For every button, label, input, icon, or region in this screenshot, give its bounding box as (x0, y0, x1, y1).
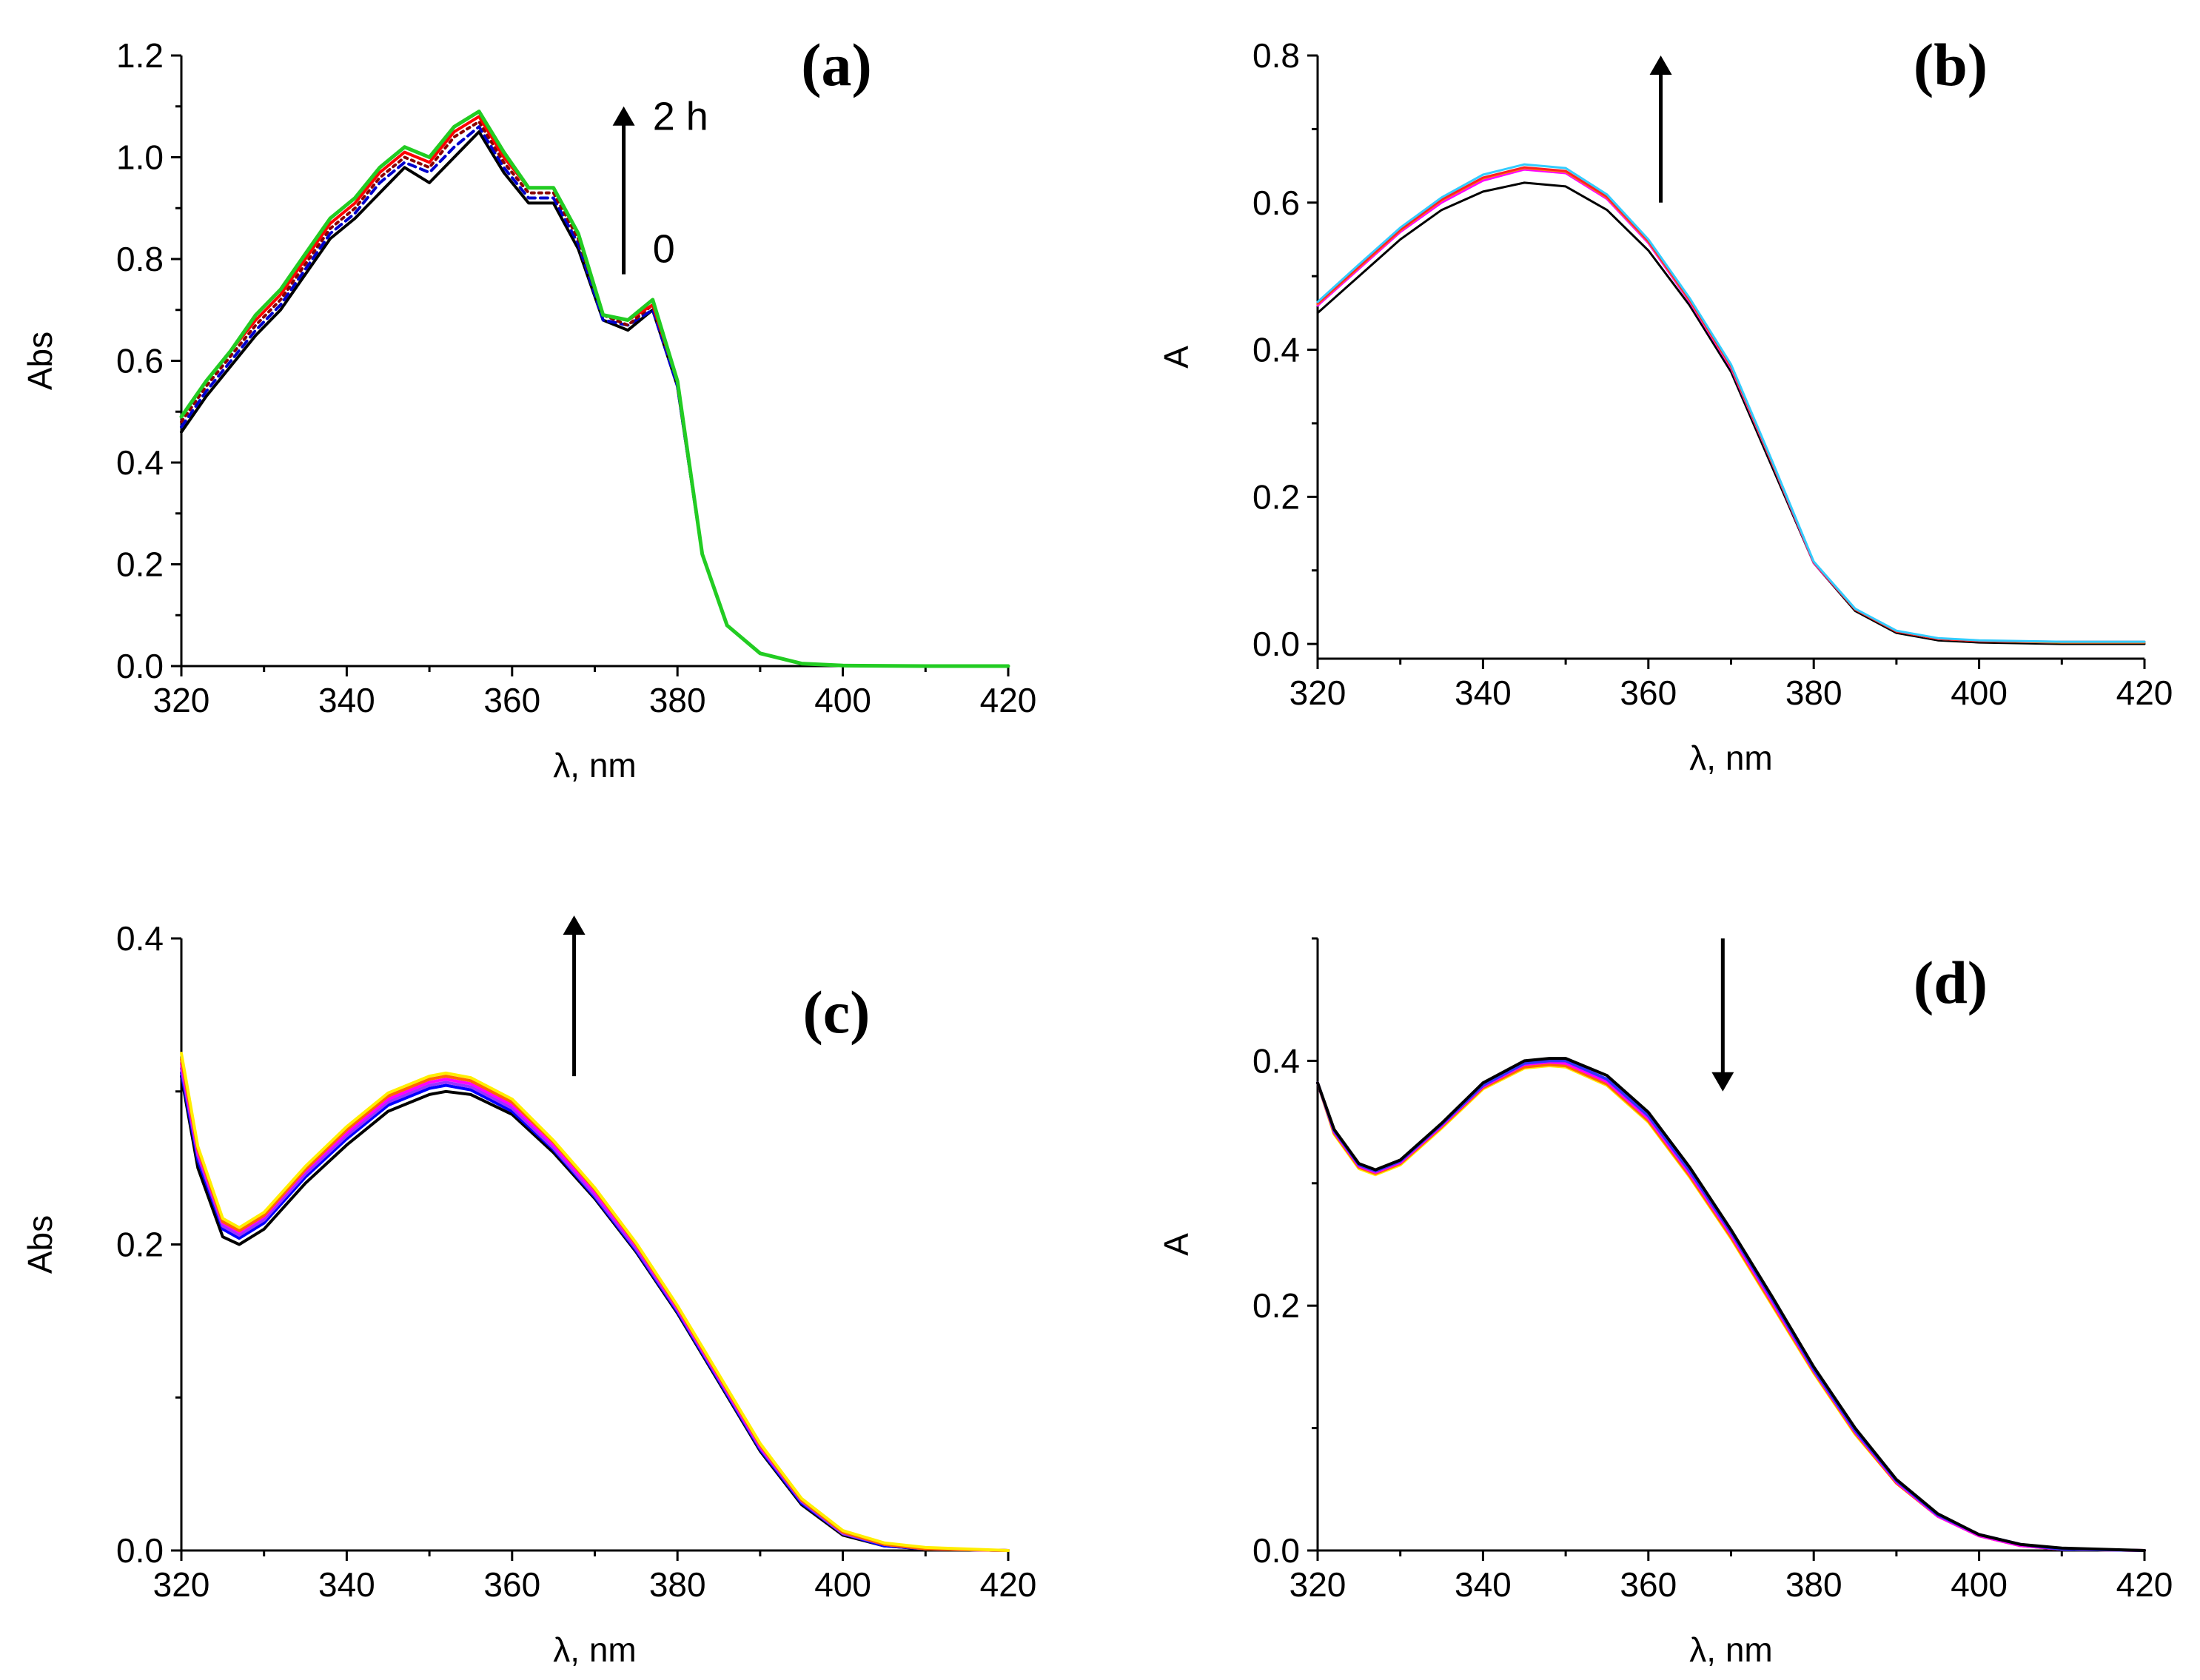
y-tick-label: 0.2 (1252, 477, 1300, 516)
arrow-head (1649, 56, 1672, 75)
x-tick-label: 400 (814, 681, 871, 719)
x-tick-label: 360 (1620, 1565, 1677, 1604)
series-line-3 (180, 115, 1010, 668)
x-tick-label: 380 (1785, 673, 1842, 712)
series-line-4 (179, 110, 1010, 668)
x-tick-label: 340 (318, 1565, 375, 1604)
series-line-2 (1316, 167, 2146, 644)
y-tick-label: 1.2 (116, 36, 164, 75)
panel-label: (d) (1914, 949, 1988, 1016)
y-tick-label: 0.8 (1252, 36, 1300, 75)
series-line-3 (180, 1062, 1010, 1552)
panel-d: 320 340 360 380 400 420 0.0 0.2 0.4 λ, nm A (d) (1157, 937, 2173, 1669)
y-tick-label: 0.4 (116, 919, 164, 958)
x-tick-label: 420 (980, 1565, 1037, 1604)
panel-a: 320 340 360 380 400 420 0.0 0.2 0.4 0.6 0.8 1.0 1.2 λ… (21, 31, 1036, 784)
y-tick-label: 0.4 (1252, 1041, 1300, 1080)
y-axis-label: Abs (21, 1215, 59, 1274)
x-tick-label: 420 (2116, 673, 2173, 712)
y-tick-label: 0.6 (1252, 184, 1300, 222)
series-line-3 (1316, 1059, 2146, 1552)
series-line-4 (1316, 163, 2146, 643)
y-tick-label: 0.8 (116, 240, 164, 278)
x-tick-label: 320 (153, 681, 210, 719)
x-tick-label: 400 (1951, 1565, 2008, 1604)
series-line-2 (180, 120, 1010, 668)
x-tick-label: 360 (483, 681, 540, 719)
x-tick-label: 320 (153, 1565, 210, 1604)
y-axis-label: A (1157, 1233, 1195, 1256)
annotation-label: 2 h (653, 95, 708, 139)
y-tick-label: 0.0 (1252, 1531, 1300, 1570)
x-tick-label: 380 (649, 1565, 706, 1604)
series-line-2 (1316, 1061, 2146, 1552)
x-tick-label: 340 (318, 681, 375, 719)
y-tick-label: 0.6 (116, 342, 164, 380)
x-tick-label: 400 (1951, 673, 2008, 712)
x-axis-label: λ, nm (1689, 739, 1772, 777)
y-tick-label: 0.0 (116, 1531, 164, 1570)
y-axis-label: Abs (21, 332, 59, 390)
series-line-0 (1316, 1064, 2146, 1552)
x-axis-label: λ, nm (553, 1630, 636, 1669)
y-tick-label: 0.2 (1252, 1286, 1300, 1325)
x-tick-label: 360 (1620, 673, 1677, 712)
y-tick-label: 0.2 (116, 545, 164, 584)
y-tick-label: 0.0 (116, 647, 164, 685)
x-tick-label: 400 (814, 1565, 871, 1604)
x-tick-label: 360 (483, 1565, 540, 1604)
x-axis-label: λ, nm (553, 746, 636, 784)
panel-c: 320 340 360 380 400 420 0.0 0.2 0.4 λ, nm Abs (c) (21, 915, 1036, 1669)
arrow-head (612, 106, 635, 126)
x-tick-label: 420 (2116, 1565, 2173, 1604)
series-line-4 (1316, 1057, 2146, 1552)
y-tick-label: 1.0 (116, 138, 164, 177)
series-line-1 (1316, 1063, 2146, 1552)
x-tick-label: 320 (1290, 1565, 1347, 1604)
series-line-5 (180, 1052, 1010, 1552)
series-line-1 (180, 125, 1010, 668)
x-tick-label: 380 (1785, 1565, 1842, 1604)
y-axis-label: A (1157, 346, 1195, 369)
x-tick-label: 340 (1455, 1565, 1512, 1604)
series-line-0 (1316, 181, 2146, 645)
panel-label: (b) (1914, 31, 1988, 98)
series-line-1 (1316, 168, 2146, 644)
y-tick-label: 0.2 (116, 1226, 164, 1264)
series-line-2 (180, 1066, 1010, 1552)
x-tick-label: 320 (1290, 673, 1347, 712)
x-tick-label: 380 (649, 681, 706, 719)
series-line-4 (180, 1058, 1010, 1552)
series-line-1 (180, 1071, 1010, 1552)
panel-label: (c) (802, 978, 870, 1046)
y-tick-label: 0.4 (116, 443, 164, 482)
x-tick-label: 420 (980, 681, 1037, 719)
annotation-label: 0 (653, 226, 675, 271)
panel-b: 320 340 360 380 400 420 0.0 0.2 0.4 0.6 0.8 λ, nm A (… (1157, 31, 2173, 777)
series-line-3 (1316, 166, 2146, 643)
arrow-head (563, 915, 586, 935)
series-line-0 (180, 1075, 1010, 1552)
series-line-0 (180, 130, 1010, 668)
panel-label: (a) (801, 31, 872, 98)
x-tick-label: 340 (1455, 673, 1512, 712)
arrow-head (1711, 1072, 1734, 1092)
x-axis-label: λ, nm (1689, 1630, 1772, 1669)
y-tick-label: 0.0 (1252, 625, 1300, 663)
y-tick-label: 0.4 (1252, 331, 1300, 369)
